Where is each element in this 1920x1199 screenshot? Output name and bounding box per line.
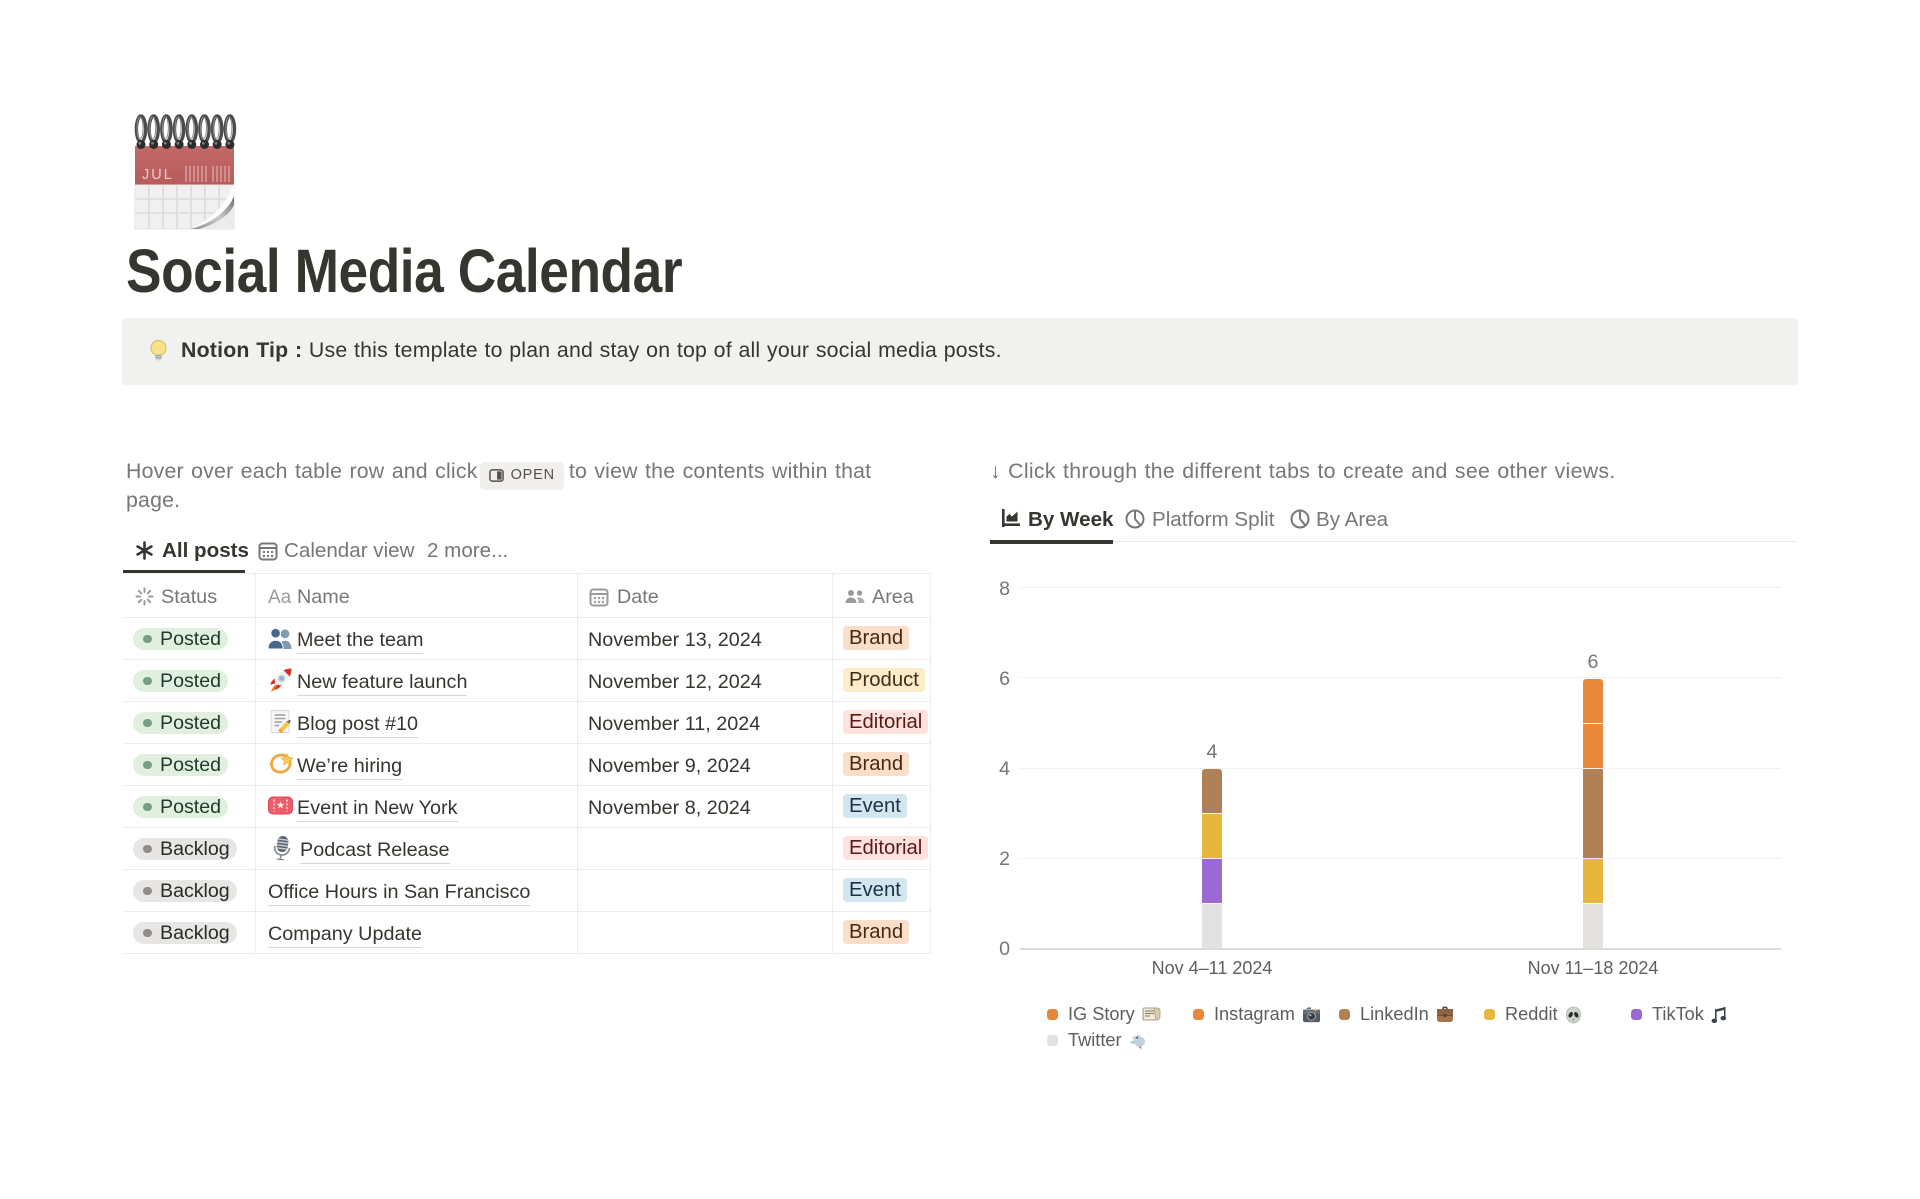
svg-text:JUL: JUL <box>142 167 174 183</box>
